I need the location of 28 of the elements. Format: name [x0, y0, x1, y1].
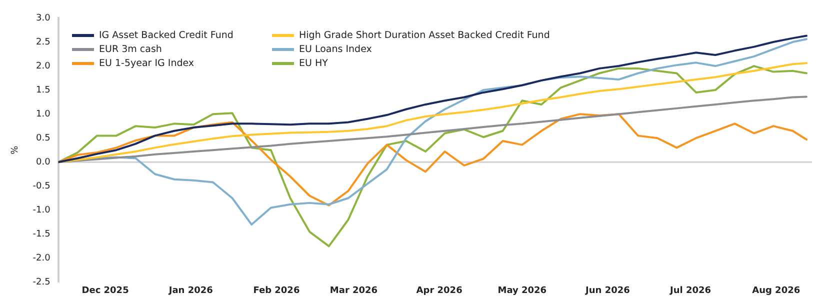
- y-tick-label: 0.5: [36, 133, 50, 144]
- legend-label: EU HY: [299, 58, 328, 69]
- legend-label: EUR 3m cash: [99, 44, 162, 55]
- x-tick-label: Jul 2026: [669, 286, 712, 296]
- legend-label: IG Asset Backed Credit Fund: [99, 30, 234, 41]
- y-tick-label: 1.5: [36, 85, 50, 96]
- x-tick-label: Feb 2026: [253, 286, 300, 296]
- legend-label: EU 1-5year IG Index: [99, 58, 194, 69]
- y-tick-label: -1.0: [32, 205, 51, 216]
- y-tick-label: 2.0: [36, 61, 51, 72]
- y-axis-title: %: [10, 145, 21, 154]
- x-tick-label: Dec 2025: [82, 286, 129, 296]
- legend-label: EU Loans Index: [299, 44, 372, 55]
- x-tick-label: Jun 2026: [584, 286, 630, 296]
- y-tick-label: -2.0: [32, 254, 51, 264]
- y-tick-label: 3.0: [36, 13, 51, 24]
- x-tick-label: Mar 2026: [330, 286, 378, 296]
- x-tick-label: Apr 2026: [416, 286, 462, 296]
- y-tick-label: 2.5: [36, 37, 50, 48]
- y-tick-label: 1.0: [36, 109, 51, 120]
- x-tick-label: May 2026: [498, 286, 547, 296]
- y-tick-label: -0.5: [32, 181, 50, 192]
- legend-label: High Grade Short Duration Asset Backed Credit Fund: [299, 30, 550, 41]
- y-tick-label: 0.0: [36, 157, 51, 168]
- y-tick-label: -2.5: [32, 278, 50, 288]
- x-tick-label: Aug 2026: [752, 286, 800, 296]
- y-tick-label: -1.5: [32, 230, 50, 240]
- x-tick-label: Jan 2026: [168, 286, 213, 296]
